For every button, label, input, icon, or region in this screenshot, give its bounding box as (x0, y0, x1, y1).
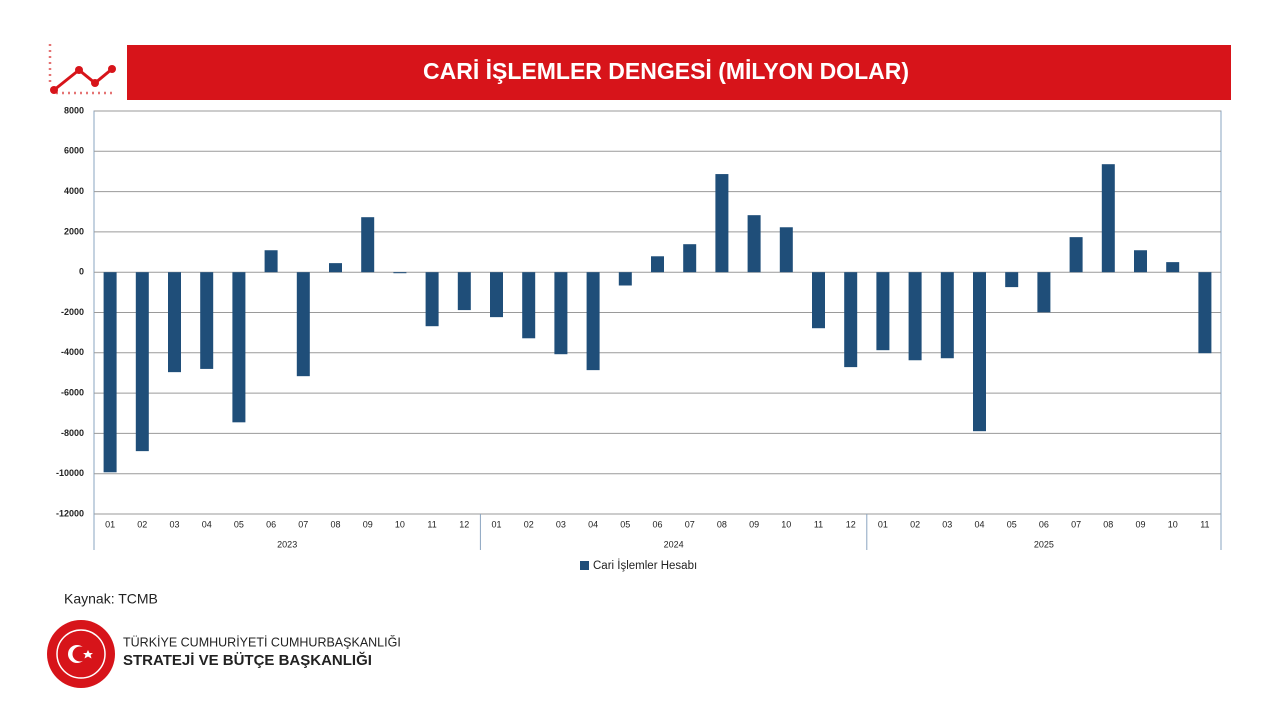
legend-swatch (580, 561, 589, 570)
bar (940, 272, 954, 359)
x-tick-label: 02 (137, 519, 147, 529)
bar (232, 272, 246, 423)
y-tick-label: -10000 (56, 468, 84, 478)
bar (683, 244, 697, 273)
x-tick-label: 11 (427, 519, 436, 529)
bar (200, 272, 214, 369)
logo (47, 620, 115, 688)
bar (1005, 272, 1019, 288)
bar (973, 272, 986, 432)
bar (554, 272, 568, 355)
y-tick-label: 4000 (64, 186, 84, 196)
x-tick-label: 07 (1071, 519, 1081, 529)
x-tick-label: 11 (1200, 519, 1209, 529)
x-tick-label: 07 (298, 519, 308, 529)
x-tick-label: 08 (1103, 519, 1113, 529)
bar (522, 272, 536, 339)
bar (876, 272, 890, 351)
y-tick-label: -4000 (61, 347, 84, 357)
bar (296, 272, 310, 377)
x-tick-label: 05 (234, 519, 244, 529)
x-tick-label: 10 (781, 519, 791, 529)
bar (329, 263, 342, 273)
x-tick-label: 04 (974, 519, 984, 529)
org-line1: TÜRKİYE CUMHURİYETİ CUMHURBAŞKANLIĞI (123, 634, 401, 649)
header-bar (127, 45, 1231, 100)
bar (651, 256, 664, 273)
y-tick-label: -6000 (61, 387, 84, 397)
x-tick-label: 06 (652, 519, 662, 529)
y-tick-label: -12000 (56, 508, 84, 518)
bar (812, 272, 825, 329)
x-tick-label: 01 (491, 519, 501, 529)
group-label: 2023 (277, 539, 297, 549)
bar (168, 272, 181, 373)
source: Kaynak: TCMB (64, 591, 158, 607)
y-tick-label: 8000 (64, 105, 84, 115)
x-tick-label: 03 (942, 519, 952, 529)
x-tick-label: 01 (878, 519, 888, 529)
bar (779, 227, 793, 273)
x-tick-label: 01 (105, 519, 115, 529)
bar (1198, 272, 1212, 354)
y-tick-label: -2000 (61, 307, 84, 317)
x-tick-label: 05 (620, 519, 630, 529)
bar (747, 215, 761, 273)
x-tick-label: 12 (459, 519, 469, 529)
x-tick-label: 11 (814, 519, 823, 529)
bar (425, 272, 439, 327)
bar (844, 272, 858, 368)
x-tick-label: 08 (330, 519, 340, 529)
bar (264, 250, 278, 273)
x-tick-label: 06 (1039, 519, 1049, 529)
x-tick-label: 02 (524, 519, 534, 529)
x-tick-label: 07 (685, 519, 695, 529)
x-tick-label: 02 (910, 519, 920, 529)
x-tick-label: 09 (749, 519, 759, 529)
bar (1069, 237, 1083, 273)
y-tick-label: 2000 (64, 226, 84, 236)
bar (1134, 250, 1147, 273)
x-tick-label: 04 (202, 519, 212, 529)
group-label: 2025 (1034, 539, 1054, 549)
y-tick-label: -8000 (61, 428, 84, 438)
legend-label: Cari İşlemler Hesabı (593, 559, 697, 572)
y-tick-label: 6000 (64, 146, 84, 156)
bar (103, 272, 117, 473)
bar (457, 272, 471, 311)
header-icon (48, 44, 116, 95)
y-tick-label: 0 (79, 267, 84, 277)
x-tick-label: 06 (266, 519, 276, 529)
x-tick-label: 09 (1135, 519, 1145, 529)
x-tick-label: 03 (556, 519, 566, 529)
bar (393, 272, 407, 274)
bar (715, 174, 729, 273)
title: CARİ İŞLEMLER DENGESİ (MİLYON DOLAR) (423, 58, 909, 84)
bar (490, 272, 503, 318)
bar (586, 272, 600, 371)
x-tick-label: 09 (363, 519, 373, 529)
x-tick-label: 10 (395, 519, 405, 529)
bar (1166, 262, 1180, 273)
bar (908, 272, 922, 361)
org-line2: STRATEJİ VE BÜTÇE BAŞKANLIĞI (123, 651, 372, 669)
x-tick-label: 08 (717, 519, 727, 529)
x-tick-label: 03 (169, 519, 179, 529)
x-tick-label: 05 (1007, 519, 1017, 529)
bar (618, 272, 632, 286)
bar (135, 272, 149, 452)
bar (1037, 272, 1051, 313)
bar (1101, 164, 1115, 273)
x-tick-label: 10 (1168, 519, 1178, 529)
bar (361, 217, 375, 273)
x-tick-label: 12 (846, 519, 856, 529)
x-tick-label: 04 (588, 519, 598, 529)
group-label: 2024 (664, 539, 684, 549)
